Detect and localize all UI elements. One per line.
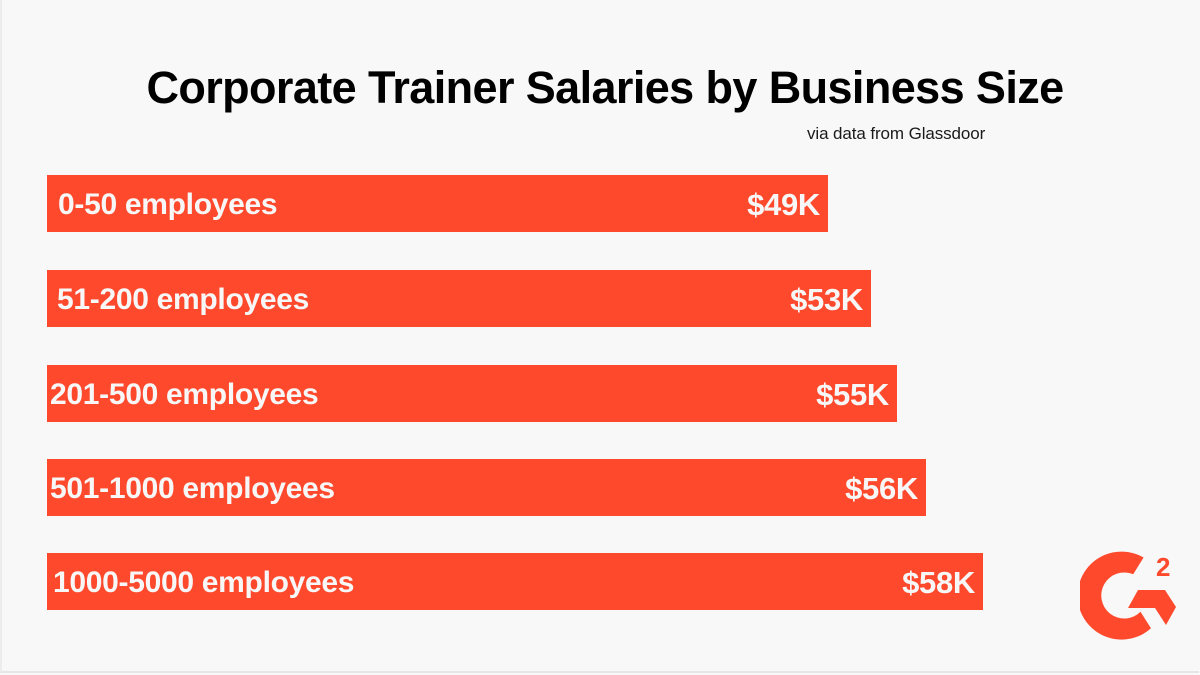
g2-logo-icon: 2 — [1077, 545, 1180, 645]
bar-1000-5000-employees: 1000-5000 employees $58K — [47, 553, 983, 610]
bar-value-label: $56K — [845, 471, 918, 506]
bar-501-1000-employees: 501-1000 employees $56K — [47, 459, 926, 516]
bar-201-500-employees: 201-500 employees $55K — [47, 365, 897, 422]
svg-text:2: 2 — [1156, 552, 1170, 582]
bar-category-label: 501-1000 employees — [50, 472, 335, 505]
bar-51-200-employees: 51-200 employees $53K — [47, 270, 871, 327]
bar-category-label: 51-200 employees — [57, 283, 310, 316]
chart-subtitle: via data from Glassdoor — [807, 124, 986, 143]
chart-title: Corporate Trainer Salaries by Business S… — [146, 62, 1064, 113]
bar-category-label: 1000-5000 employees — [53, 566, 355, 599]
bar-value-label: $49K — [747, 187, 820, 222]
bar-value-label: $55K — [816, 377, 889, 412]
bar-category-label: 201-500 employees — [50, 378, 319, 411]
bar-value-label: $53K — [790, 282, 863, 317]
bar-value-label: $58K — [902, 565, 975, 600]
bar-0-50-employees: 0-50 employees $49K — [47, 175, 828, 232]
bar-category-label: 0-50 employees — [58, 188, 278, 221]
